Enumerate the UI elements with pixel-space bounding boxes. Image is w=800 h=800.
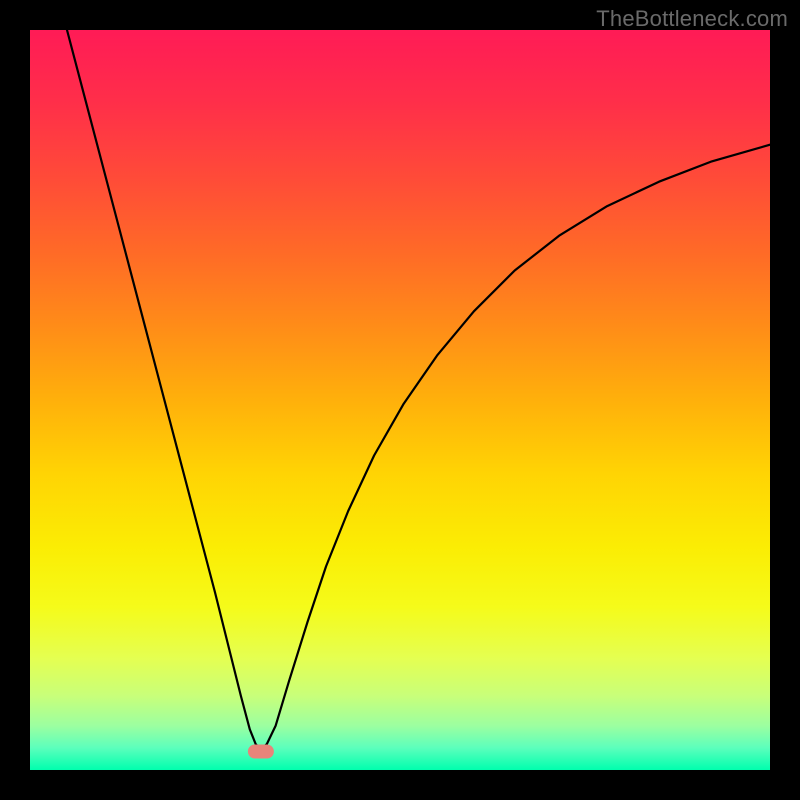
bottleneck-chart bbox=[0, 0, 800, 800]
watermark-text: TheBottleneck.com bbox=[596, 6, 788, 32]
chart-container: TheBottleneck.com bbox=[0, 0, 800, 800]
chart-background bbox=[30, 30, 770, 770]
optimal-marker bbox=[248, 745, 274, 759]
